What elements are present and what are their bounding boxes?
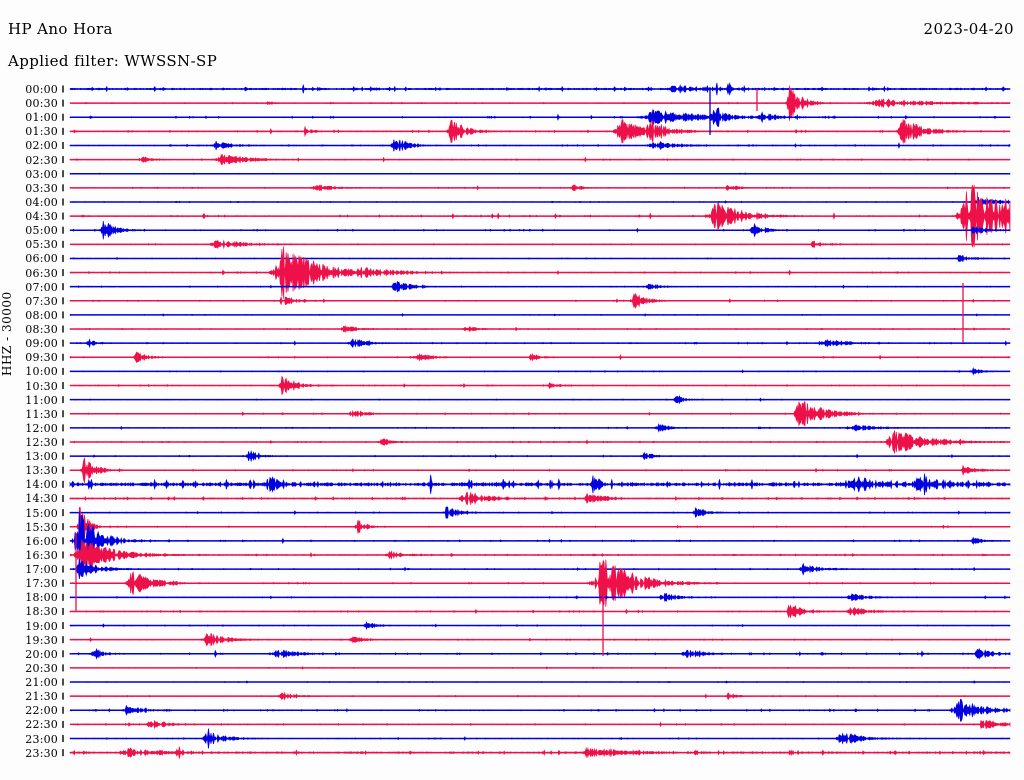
time-label: 10:30 bbox=[25, 379, 58, 393]
time-label: 23:30 bbox=[25, 746, 58, 760]
time-label: 16:30 bbox=[25, 548, 58, 562]
time-label: 07:30 bbox=[25, 294, 58, 308]
time-label: 14:30 bbox=[25, 492, 58, 506]
applied-filter-label: Applied filter: WWSSN-SP bbox=[8, 52, 218, 70]
time-label: 09:00 bbox=[25, 337, 58, 351]
time-label: 06:00 bbox=[25, 252, 58, 266]
time-label: 05:30 bbox=[25, 238, 58, 252]
time-label: 09:30 bbox=[25, 351, 58, 365]
time-label: 12:30 bbox=[25, 436, 58, 449]
time-label: 12:00 bbox=[25, 421, 58, 435]
time-label: 19:00 bbox=[25, 619, 58, 633]
time-label: 23:00 bbox=[25, 732, 58, 746]
time-label: 20:30 bbox=[25, 661, 58, 675]
time-label: 03:30 bbox=[25, 181, 58, 195]
time-label: 22:30 bbox=[25, 718, 58, 732]
time-label: 08:00 bbox=[25, 308, 58, 322]
time-label: 07:00 bbox=[25, 280, 58, 294]
time-label: 20:00 bbox=[25, 647, 58, 661]
time-label: 11:00 bbox=[25, 393, 58, 407]
time-label: 13:30 bbox=[25, 464, 58, 478]
time-label: 16:00 bbox=[25, 534, 58, 548]
time-label: 02:00 bbox=[25, 139, 58, 153]
time-label: 05:00 bbox=[25, 224, 58, 238]
time-label: 17:00 bbox=[25, 563, 58, 577]
time-label: 18:30 bbox=[25, 605, 58, 619]
time-label: 04:00 bbox=[25, 195, 58, 209]
time-label: 13:00 bbox=[25, 450, 58, 464]
time-label: 22:00 bbox=[25, 704, 58, 718]
time-label: 01:00 bbox=[25, 111, 58, 125]
time-label: 03:00 bbox=[25, 167, 58, 181]
time-label: 06:30 bbox=[25, 266, 58, 280]
seismic-traces bbox=[62, 82, 1011, 759]
time-label: 02:30 bbox=[25, 153, 58, 167]
time-label: 08:30 bbox=[25, 323, 58, 337]
time-label: 21:00 bbox=[25, 676, 58, 690]
time-label: 00:00 bbox=[25, 83, 58, 96]
station-title: HP Ano Hora bbox=[8, 20, 113, 38]
time-label: 14:00 bbox=[25, 478, 58, 492]
record-date: 2023-04-20 bbox=[923, 20, 1014, 38]
time-label: 21:30 bbox=[25, 690, 58, 704]
time-label: 04:30 bbox=[25, 210, 58, 224]
helicorder-plot: 00:00 00:30 01:00 01:30 02:00 02:30 03:00 03:30… bbox=[0, 78, 1024, 778]
time-label: 17:30 bbox=[25, 577, 58, 591]
time-label: 00:30 bbox=[25, 97, 58, 111]
time-label: 15:00 bbox=[25, 506, 58, 520]
time-label: 19:30 bbox=[25, 633, 58, 647]
time-label: 01:30 bbox=[25, 125, 58, 139]
time-label: 15:30 bbox=[25, 520, 58, 534]
time-label: 18:00 bbox=[25, 591, 58, 605]
time-label: 10:00 bbox=[25, 365, 58, 379]
time-label: 11:30 bbox=[25, 407, 58, 421]
time-axis-labels: 00:00 00:30 01:00 01:30 02:00 02:30 03:00 03:30… bbox=[0, 78, 62, 778]
